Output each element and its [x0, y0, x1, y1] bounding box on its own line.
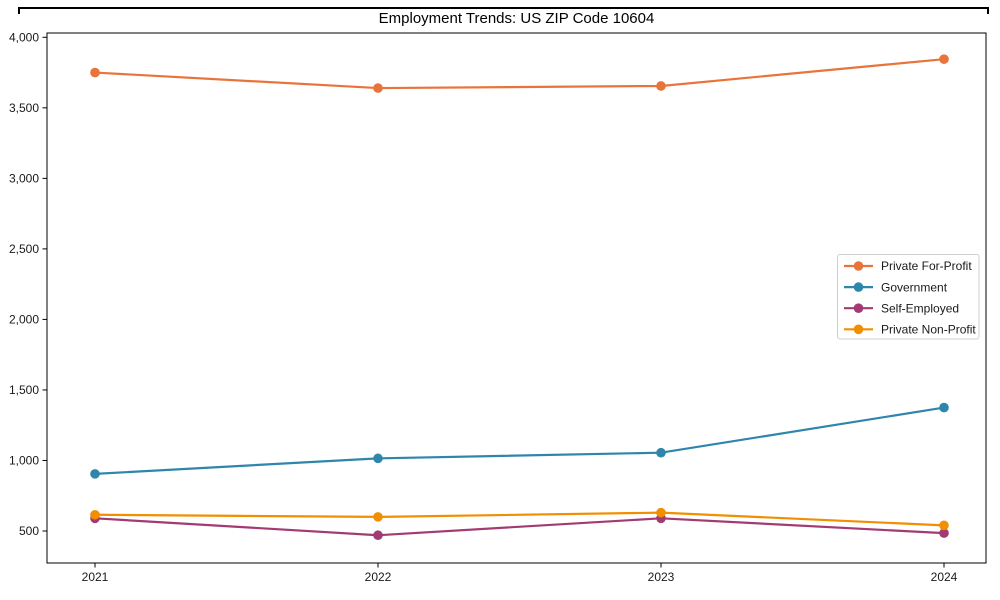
- x-axis-tick-label: 2021: [82, 570, 109, 584]
- legend-label-private-non-profit: Private Non-Profit: [881, 323, 976, 337]
- legend-label-self-employed: Self-Employed: [881, 301, 959, 315]
- figure-top-border: [18, 7, 989, 14]
- legend-label-government: Government: [881, 280, 948, 294]
- y-axis-tick-label: 3,500: [9, 101, 39, 115]
- series-point-private-for-profit: [656, 81, 666, 91]
- series-point-private-non-profit: [939, 520, 949, 531]
- legend-label-private-for-profit: Private For-Profit: [881, 259, 972, 273]
- y-axis-tick-label: 1,500: [9, 383, 39, 397]
- series-point-private-for-profit: [90, 67, 100, 78]
- series-point-private-non-profit: [373, 512, 383, 522]
- legend-marker-government: [853, 282, 864, 292]
- legend-marker-private-non-profit: [853, 324, 864, 335]
- series-point-self-employed: [939, 528, 949, 538]
- y-axis-tick-label: 500: [19, 524, 39, 538]
- series-point-government: [373, 453, 383, 464]
- series-point-self-employed: [373, 530, 383, 541]
- y-axis-tick-label: 2,000: [9, 313, 39, 327]
- y-axis-tick-label: 4,000: [9, 31, 39, 45]
- series-line-government: [93, 406, 946, 475]
- chart-title: Employment Trends: US ZIP Code 10604: [378, 10, 655, 27]
- series-point-private-for-profit: [373, 83, 383, 93]
- series-point-government: [656, 447, 666, 458]
- x-axis-tick-label: 2024: [931, 570, 958, 584]
- series-point-private-for-profit: [939, 54, 949, 64]
- legend-box: [837, 254, 980, 340]
- series-point-government: [939, 402, 949, 413]
- series-point-private-non-profit: [90, 509, 100, 520]
- y-axis-tick-label: 2,500: [9, 242, 39, 256]
- y-axis-tick-label: 3,000: [9, 172, 39, 186]
- series-line-self-employed: [93, 517, 946, 537]
- series-line-private-non-profit: [93, 511, 946, 527]
- legend-marker-private-for-profit: [853, 261, 864, 271]
- series-line-private-for-profit: [93, 58, 946, 90]
- x-axis-tick-label: 2023: [648, 570, 675, 584]
- plot-frame: [46, 32, 987, 564]
- series-point-government: [90, 469, 100, 479]
- x-axis-tick-label: 2022: [365, 570, 392, 584]
- legend-marker-self-employed: [853, 303, 864, 314]
- series-point-private-non-profit: [656, 507, 666, 518]
- y-axis-tick-label: 1,000: [9, 454, 39, 468]
